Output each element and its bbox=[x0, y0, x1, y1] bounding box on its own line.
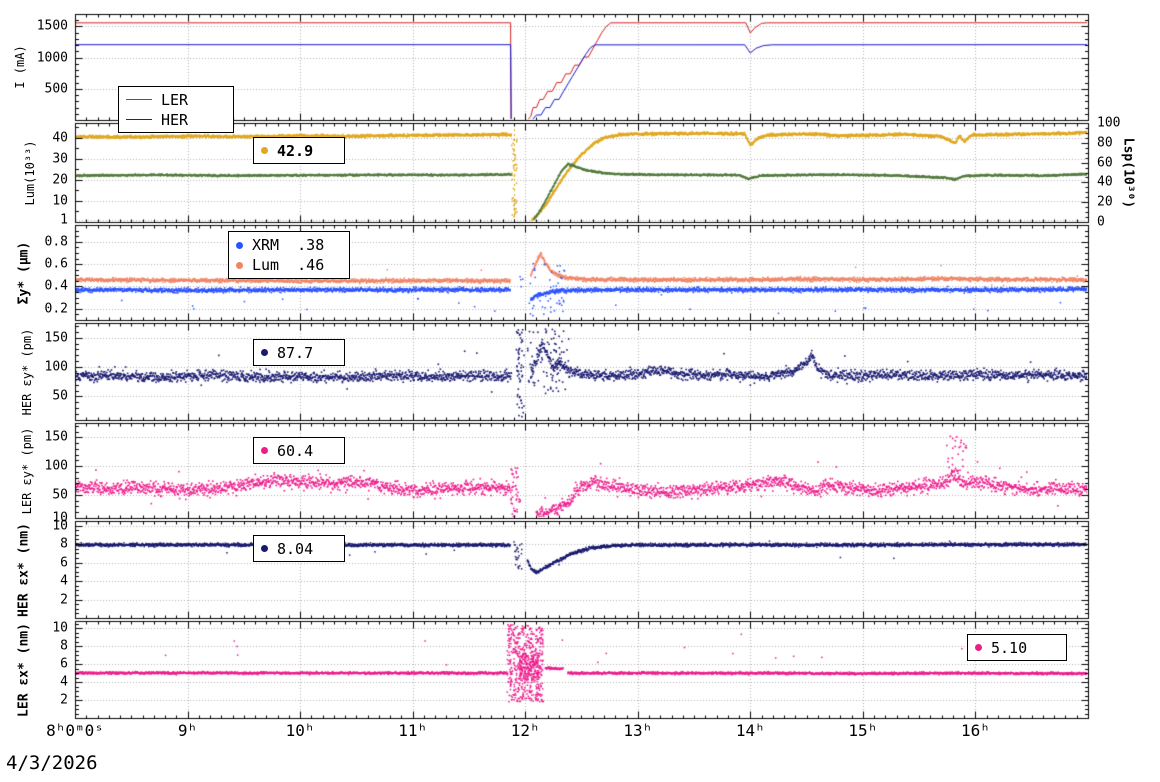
legend-dot-marker-icon bbox=[261, 147, 268, 154]
right-tick-label: 60 bbox=[1097, 155, 1113, 171]
x-tick-label: 10ʰ bbox=[285, 721, 315, 740]
legend-label: 42.9 bbox=[277, 141, 314, 160]
date-label: 4/3/2026 bbox=[6, 752, 98, 774]
y-axis-label: Σy* (μm) bbox=[16, 241, 32, 304]
y-axis-label: Lum(10³³) bbox=[23, 139, 37, 206]
y-tick-label: 40 bbox=[52, 130, 68, 146]
y-axis-label: HER εx* (nm) bbox=[16, 522, 32, 617]
x-tick-label: 16ʰ bbox=[960, 721, 990, 740]
legend: 8.04 bbox=[253, 535, 345, 562]
y-tick-label: 150 bbox=[44, 330, 68, 346]
legend-dot-marker-icon bbox=[975, 644, 982, 651]
legend-entry: 60.4 bbox=[261, 441, 337, 461]
right-tick-label: 40 bbox=[1097, 174, 1113, 190]
legend-label: Lum .46 bbox=[252, 256, 325, 274]
x-tick-label: 12ʰ bbox=[510, 721, 540, 740]
legend-dot-marker-icon bbox=[261, 545, 268, 552]
legend: 42.9 bbox=[253, 137, 345, 164]
right-axis-label: Lsp(10³⁰) bbox=[1120, 137, 1136, 208]
y-tick-label: 0.6 bbox=[44, 256, 68, 272]
legend-entry: LER bbox=[126, 90, 226, 110]
y-axis-label: LER εy* (pm) bbox=[20, 427, 34, 514]
y-tick-label: 1000 bbox=[36, 50, 68, 66]
right-tick-label: 100 bbox=[1097, 115, 1121, 131]
legend-line-marker-icon bbox=[126, 99, 152, 100]
x-tick-label: 15ʰ bbox=[848, 721, 878, 740]
y-tick-label: 0.2 bbox=[44, 301, 68, 317]
y-tick-label: 20 bbox=[52, 172, 68, 188]
y-tick-label: 10 bbox=[52, 193, 68, 209]
right-tick-label: 80 bbox=[1097, 135, 1113, 151]
legend-dot-marker-icon bbox=[236, 241, 243, 249]
y-tick-label: 100 bbox=[44, 359, 68, 375]
legend-entry: 87.7 bbox=[261, 343, 337, 363]
y-tick-label: 1 bbox=[60, 212, 68, 228]
legend-entry: 8.04 bbox=[261, 539, 337, 559]
right-tick-label: 0 bbox=[1097, 214, 1105, 230]
y-tick-label: 1500 bbox=[36, 18, 68, 34]
legend: 5.10 bbox=[967, 634, 1067, 661]
x-tick-label: 11ʰ bbox=[398, 721, 428, 740]
y-tick-label: 8 bbox=[60, 536, 68, 552]
x-tick-label: 9ʰ bbox=[177, 721, 198, 740]
y-tick-label: 10 bbox=[52, 510, 68, 526]
legend-label: XRM .38 bbox=[252, 236, 325, 254]
y-tick-label: 2 bbox=[60, 692, 68, 708]
legend: 60.4 bbox=[253, 437, 345, 464]
legend-label: 5.10 bbox=[991, 638, 1028, 657]
legend-entry: Lum .46 bbox=[236, 255, 342, 275]
x-tick-label: 8ʰ0ᵐ0ˢ bbox=[46, 721, 104, 740]
y-tick-label: 100 bbox=[44, 458, 68, 474]
y-tick-label: 0.8 bbox=[44, 234, 68, 250]
legend-dot-marker-icon bbox=[261, 349, 268, 356]
legend: LER HER bbox=[118, 86, 234, 133]
y-tick-label: 0.4 bbox=[44, 278, 68, 294]
y-tick-label: 50 bbox=[52, 388, 68, 404]
y-axis-label: LER εx* (nm) bbox=[16, 622, 32, 717]
legend-label: 60.4 bbox=[277, 441, 314, 460]
legend-entry: 42.9 bbox=[261, 141, 337, 161]
y-tick-label: 500 bbox=[44, 81, 68, 97]
legend-label: 87.7 bbox=[277, 343, 314, 362]
y-axis-label: I (mA) bbox=[13, 45, 27, 89]
x-tick-label: 13ʰ bbox=[623, 721, 653, 740]
y-tick-label: 4 bbox=[60, 674, 68, 690]
legend: XRM .38 Lum .46 bbox=[228, 231, 350, 279]
legend-entry: 5.10 bbox=[975, 638, 1059, 658]
right-tick-label: 20 bbox=[1097, 194, 1113, 210]
legend-dot-marker-icon bbox=[261, 447, 268, 454]
y-axis-label: HER εy* (pm) bbox=[20, 328, 34, 415]
legend-label: HER bbox=[161, 110, 189, 129]
x-tick-label: 14ʰ bbox=[735, 721, 765, 740]
legend-label: LER bbox=[161, 90, 189, 109]
y-tick-label: 150 bbox=[44, 429, 68, 445]
y-tick-label: 8 bbox=[60, 638, 68, 654]
y-tick-label: 6 bbox=[60, 555, 68, 571]
legend: 87.7 bbox=[253, 339, 345, 366]
y-tick-label: 10 bbox=[52, 518, 68, 534]
legend-dot-marker-icon bbox=[236, 261, 243, 269]
legend-line-marker-icon bbox=[126, 119, 152, 120]
legend-label: 8.04 bbox=[277, 539, 314, 558]
y-tick-label: 4 bbox=[60, 573, 68, 589]
legend-entry: XRM .38 bbox=[236, 235, 342, 255]
legend-entry: HER bbox=[126, 110, 226, 130]
y-tick-label: 10 bbox=[52, 620, 68, 636]
y-tick-label: 30 bbox=[52, 151, 68, 167]
y-tick-label: 2 bbox=[60, 592, 68, 608]
y-tick-label: 6 bbox=[60, 656, 68, 672]
y-tick-label: 50 bbox=[52, 487, 68, 503]
